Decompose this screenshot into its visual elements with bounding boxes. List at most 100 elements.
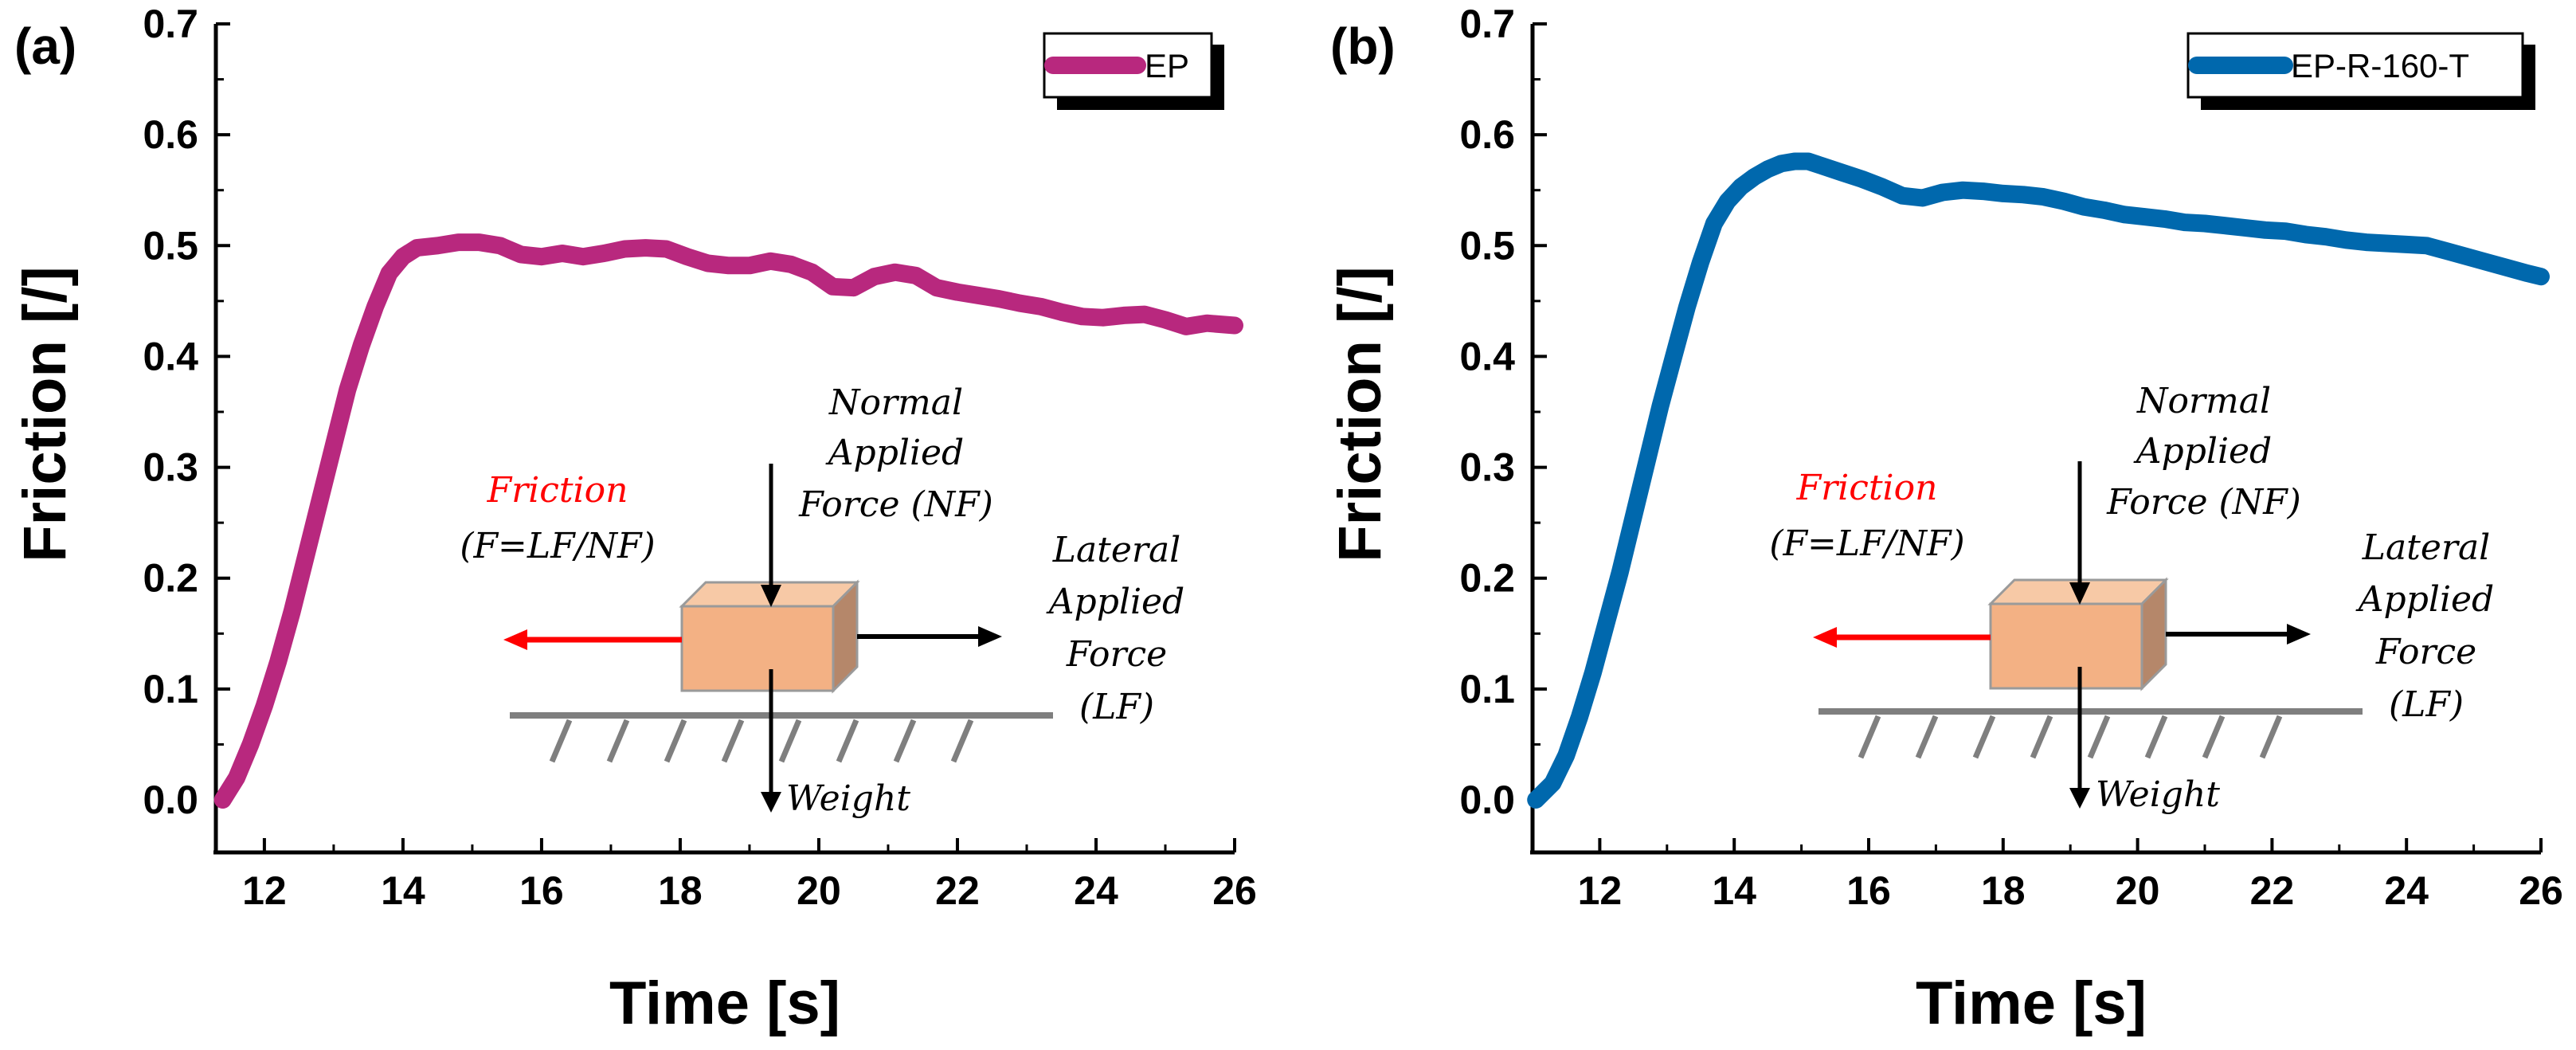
panel-b-legend-label: EP-R-160-T xyxy=(2291,47,2469,84)
panel-a-xtick-label: 24 xyxy=(1074,868,1118,913)
panel-a-lateral-line4: (LF) xyxy=(1079,687,1154,727)
panel-a-xtick-label: 20 xyxy=(797,868,841,913)
panel-a-ground-hatch xyxy=(721,719,745,763)
panel-b-normal-line3: Force (NF) xyxy=(2106,482,2301,523)
panel-b-xtick-label: 12 xyxy=(1578,868,1623,913)
panel-a-ytick-label: 0.0 xyxy=(143,778,198,822)
panel-a-force-diagram: Normal Applied Force (NF) Friction (F=LF… xyxy=(460,382,1184,819)
panel-b-lateral-line2: Applied xyxy=(2355,579,2494,620)
panel-a-legend: EP xyxy=(1043,32,1224,110)
panel-b-ground-hatches xyxy=(1858,715,2283,759)
panel-a-xticks: 12 14 16 18 20 22 24 26 xyxy=(242,838,1257,913)
panel-a-normal-line1: Normal xyxy=(828,382,963,423)
panel-a-xtick-label: 12 xyxy=(242,868,287,913)
panel-b-ground-hatch xyxy=(1915,715,1939,759)
panel-a-weight-label: Weight xyxy=(786,778,910,819)
panel-b-series-ep-r-160-t xyxy=(1527,152,2550,809)
panel-b-friction-arrowhead xyxy=(1813,627,1837,648)
panel-b-ytick-label: 0.0 xyxy=(1459,778,1515,822)
panel-a-ytick-label: 0.3 xyxy=(143,445,198,490)
panel-a-ground-hatch xyxy=(950,719,974,763)
panel-a-label: (a) xyxy=(14,18,76,75)
panel-b-xtick-label: 26 xyxy=(2519,868,2563,913)
panel-a-ytick-label: 0.5 xyxy=(143,223,198,268)
panel-a-ground-hatch xyxy=(549,719,573,763)
panel-b-ground-hatch xyxy=(2087,715,2111,759)
panel-a-lateral-line1: Lateral xyxy=(1052,530,1181,570)
panel-a-ytick-label: 0.7 xyxy=(143,2,198,46)
panel-b-weight-label: Weight xyxy=(2096,774,2220,815)
panel-a-ground-hatch xyxy=(606,719,630,763)
panel-a-yticks: 0.0 0.1 0.2 0.3 0.4 0.5 0.6 0.7 xyxy=(143,2,230,822)
panel-b-xtick-label: 24 xyxy=(2384,868,2429,913)
panel-a-xtick-label: 16 xyxy=(519,868,564,913)
panel-b-ytick-label: 0.4 xyxy=(1459,334,1515,378)
panel-a-ground-hatch xyxy=(664,719,687,763)
panel-b-xticks: 12 14 16 18 20 22 24 26 xyxy=(1531,838,2563,913)
panel-b-label: (b) xyxy=(1330,18,1396,75)
panel-a-ground-hatch xyxy=(893,719,917,763)
panel-a-xlabel: Time [s] xyxy=(609,970,840,1037)
panel-b-ground-hatch xyxy=(1972,715,1996,759)
panel-a-ylabel: Friction [/] xyxy=(11,266,79,562)
panel-b-ytick-label: 0.3 xyxy=(1459,445,1515,490)
panel-a-lateral-line2: Applied xyxy=(1046,582,1184,622)
panel-a-lateral-line3: Force xyxy=(1066,634,1167,675)
panel-a-xtick-label: 14 xyxy=(381,868,425,913)
panel-b-ground-hatch xyxy=(2144,715,2168,759)
panel-a-ground-hatches xyxy=(549,719,974,763)
panel-a-series-ep xyxy=(213,233,1243,809)
panel-a-ground-hatch xyxy=(836,719,859,763)
panel-b-xtick-label: 20 xyxy=(2116,868,2160,913)
panel-b-friction-line2: (F=LF/NF) xyxy=(1769,523,1964,564)
panel-b-ground-hatch xyxy=(1858,715,1881,759)
panel-b-lateral-line1: Lateral xyxy=(2362,527,2491,568)
panel-a-normal-arrowhead xyxy=(761,585,781,607)
panel-b-lateral-arrowhead xyxy=(2287,624,2311,644)
panel-b-xtick-label: 14 xyxy=(1712,868,1756,913)
panel-a-normal-line2: Applied xyxy=(825,433,964,473)
panel-b-ground-hatch xyxy=(2259,715,2283,759)
panel-b-force-diagram: Normal Applied Force (NF) Friction (F=LF… xyxy=(1769,381,2494,815)
panel-a-ytick-label: 0.1 xyxy=(143,667,198,711)
panel-a: (a) Friction [/] Time [s] 0.00.10.20.30.… xyxy=(11,2,1257,1037)
panel-a-friction-line1: Friction xyxy=(487,470,628,511)
panel-a-xtick-label: 22 xyxy=(935,868,980,913)
panel-a-weight-arrowhead xyxy=(761,792,781,813)
panel-b-friction-line1: Friction xyxy=(1796,468,1938,508)
panel-b-xlabel: Time [s] xyxy=(1916,970,2147,1037)
panel-b-yticks: 0.0 0.1 0.2 0.3 0.4 0.5 0.6 0.7 xyxy=(1459,2,1547,822)
panel-b: (b) Friction [/] Time [s] 0.00.10.20.30.… xyxy=(1326,2,2563,1037)
panel-b-ground-hatch xyxy=(2202,715,2226,759)
panel-a-xtick-label: 18 xyxy=(658,868,703,913)
panel-a-ytick-label: 0.2 xyxy=(143,556,198,601)
panel-a-legend-label: EP xyxy=(1145,47,1189,84)
panel-a-friction-line2: (F=LF/NF) xyxy=(460,526,655,566)
panel-a-ytick-label: 0.4 xyxy=(143,334,198,378)
panel-b-block-front xyxy=(1989,602,2143,690)
panel-b-ylabel: Friction [/] xyxy=(1326,266,1394,562)
panel-b-ytick-label: 0.1 xyxy=(1459,667,1515,711)
panel-a-friction-arrowhead xyxy=(503,629,527,650)
panel-b-weight-arrowhead xyxy=(2069,788,2090,809)
panel-b-normal-line1: Normal xyxy=(2136,381,2271,421)
panel-b-ground-hatch xyxy=(2030,715,2053,759)
panel-b-xtick-label: 22 xyxy=(2250,868,2295,913)
panel-a-ytick-label: 0.6 xyxy=(143,112,198,157)
panel-b-ytick-label: 0.5 xyxy=(1459,223,1515,268)
panel-b-ytick-label: 0.6 xyxy=(1459,112,1515,157)
panel-a-xtick-label: 26 xyxy=(1212,868,1257,913)
panel-b-xtick-label: 18 xyxy=(1981,868,2026,913)
panel-b-legend: EP-R-160-T xyxy=(2186,32,2535,110)
panel-a-lateral-arrowhead xyxy=(978,626,1002,647)
panel-b-normal-line2: Applied xyxy=(2133,431,2272,472)
panel-b-ytick-label: 0.2 xyxy=(1459,556,1515,601)
panel-b-ytick-label: 0.7 xyxy=(1459,2,1515,46)
panel-b-lateral-line4: (LF) xyxy=(2389,684,2464,725)
panel-b-xtick-label: 16 xyxy=(1846,868,1891,913)
panel-b-normal-arrowhead xyxy=(2069,582,2090,605)
panel-a-normal-line3: Force (NF) xyxy=(798,484,993,525)
panel-b-lateral-line3: Force xyxy=(2375,632,2476,672)
panel-a-ground-hatch xyxy=(778,719,802,763)
